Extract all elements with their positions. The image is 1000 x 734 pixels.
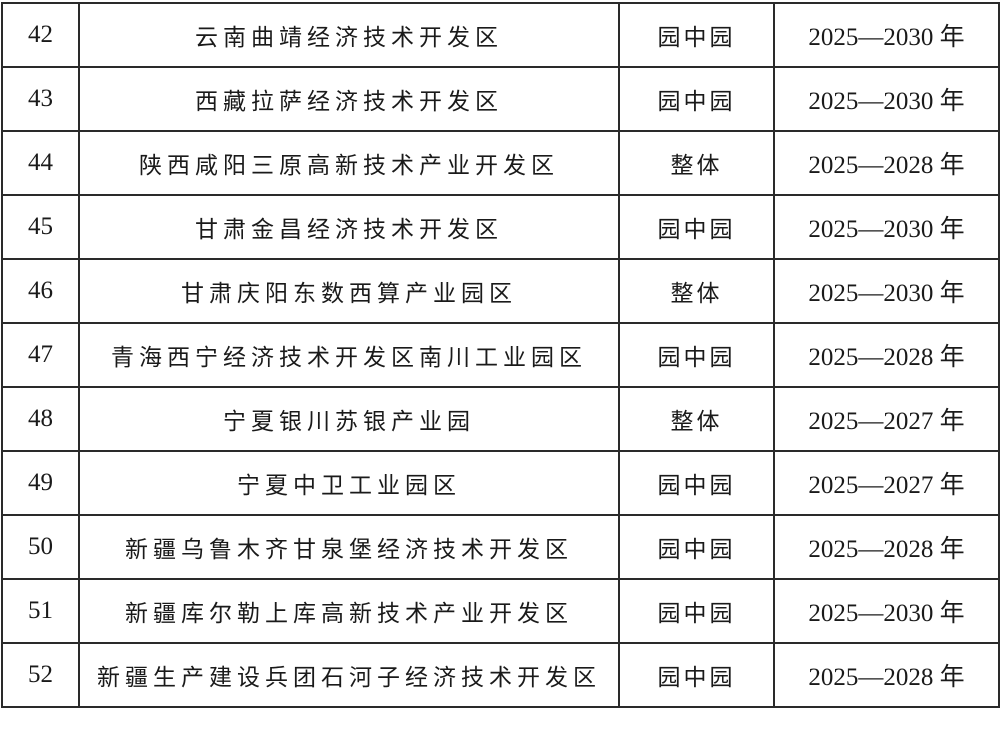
row-number: 47: [1, 322, 80, 388]
row-number: 52: [1, 642, 80, 708]
zone-period: 2025—2030 年: [773, 578, 1000, 644]
zone-name: 新疆生产建设兵团石河子经济技术开发区: [78, 642, 620, 708]
zones-table: 42 云南曲靖经济技术开发区 园中园 2025—2030 年 43 西藏拉萨经济技术开发区…: [1, 2, 1000, 708]
table-row: 52 新疆生产建设兵团石河子经济技术开发区 园中园 2025—2028 年: [1, 642, 1000, 708]
zone-type: 园中园: [618, 642, 775, 708]
table-row: 44 陕西咸阳三原高新技术产业开发区 整体 2025—2028 年: [1, 130, 1000, 196]
zone-period: 2025—2027 年: [773, 450, 1000, 516]
zone-type: 园中园: [618, 2, 775, 68]
zone-name: 甘肃金昌经济技术开发区: [78, 194, 620, 260]
zone-type: 整体: [618, 258, 775, 324]
row-number: 46: [1, 258, 80, 324]
zone-type: 整体: [618, 130, 775, 196]
table-row: 51 新疆库尔勒上库高新技术产业开发区 园中园 2025—2030 年: [1, 578, 1000, 644]
table-row: 48 宁夏银川苏银产业园 整体 2025—2027 年: [1, 386, 1000, 452]
table-row: 45 甘肃金昌经济技术开发区 园中园 2025—2030 年: [1, 194, 1000, 260]
row-number: 45: [1, 194, 80, 260]
zone-name: 新疆库尔勒上库高新技术产业开发区: [78, 578, 620, 644]
zone-name: 甘肃庆阳东数西算产业园区: [78, 258, 620, 324]
zone-period: 2025—2028 年: [773, 642, 1000, 708]
zone-name: 陕西咸阳三原高新技术产业开发区: [78, 130, 620, 196]
row-number: 49: [1, 450, 80, 516]
zone-type: 园中园: [618, 66, 775, 132]
row-number: 48: [1, 386, 80, 452]
row-number: 43: [1, 66, 80, 132]
table-row: 47 青海西宁经济技术开发区南川工业园区 园中园 2025—2028 年: [1, 322, 1000, 388]
zone-period: 2025—2028 年: [773, 514, 1000, 580]
zone-period: 2025—2027 年: [773, 386, 1000, 452]
table-row: 50 新疆乌鲁木齐甘泉堡经济技术开发区 园中园 2025—2028 年: [1, 514, 1000, 580]
zone-period: 2025—2030 年: [773, 194, 1000, 260]
zone-type: 园中园: [618, 450, 775, 516]
zone-type: 园中园: [618, 578, 775, 644]
zone-type: 园中园: [618, 514, 775, 580]
zone-period: 2025—2030 年: [773, 2, 1000, 68]
table-body: 42 云南曲靖经济技术开发区 园中园 2025—2030 年 43 西藏拉萨经济技术开发区…: [1, 2, 1000, 708]
table-row: 42 云南曲靖经济技术开发区 园中园 2025—2030 年: [1, 2, 1000, 68]
zone-name: 新疆乌鲁木齐甘泉堡经济技术开发区: [78, 514, 620, 580]
zone-period: 2025—2028 年: [773, 322, 1000, 388]
row-number: 51: [1, 578, 80, 644]
zone-name: 云南曲靖经济技术开发区: [78, 2, 620, 68]
row-number: 50: [1, 514, 80, 580]
zone-type: 园中园: [618, 194, 775, 260]
zone-period: 2025—2030 年: [773, 258, 1000, 324]
zone-period: 2025—2030 年: [773, 66, 1000, 132]
table-row: 49 宁夏中卫工业园区 园中园 2025—2027 年: [1, 450, 1000, 516]
table-row: 46 甘肃庆阳东数西算产业园区 整体 2025—2030 年: [1, 258, 1000, 324]
zone-type: 园中园: [618, 322, 775, 388]
zone-period: 2025—2028 年: [773, 130, 1000, 196]
zone-name: 宁夏银川苏银产业园: [78, 386, 620, 452]
row-number: 42: [1, 2, 80, 68]
row-number: 44: [1, 130, 80, 196]
zone-name: 青海西宁经济技术开发区南川工业园区: [78, 322, 620, 388]
zone-name: 西藏拉萨经济技术开发区: [78, 66, 620, 132]
zone-type: 整体: [618, 386, 775, 452]
zone-name: 宁夏中卫工业园区: [78, 450, 620, 516]
table-row: 43 西藏拉萨经济技术开发区 园中园 2025—2030 年: [1, 66, 1000, 132]
